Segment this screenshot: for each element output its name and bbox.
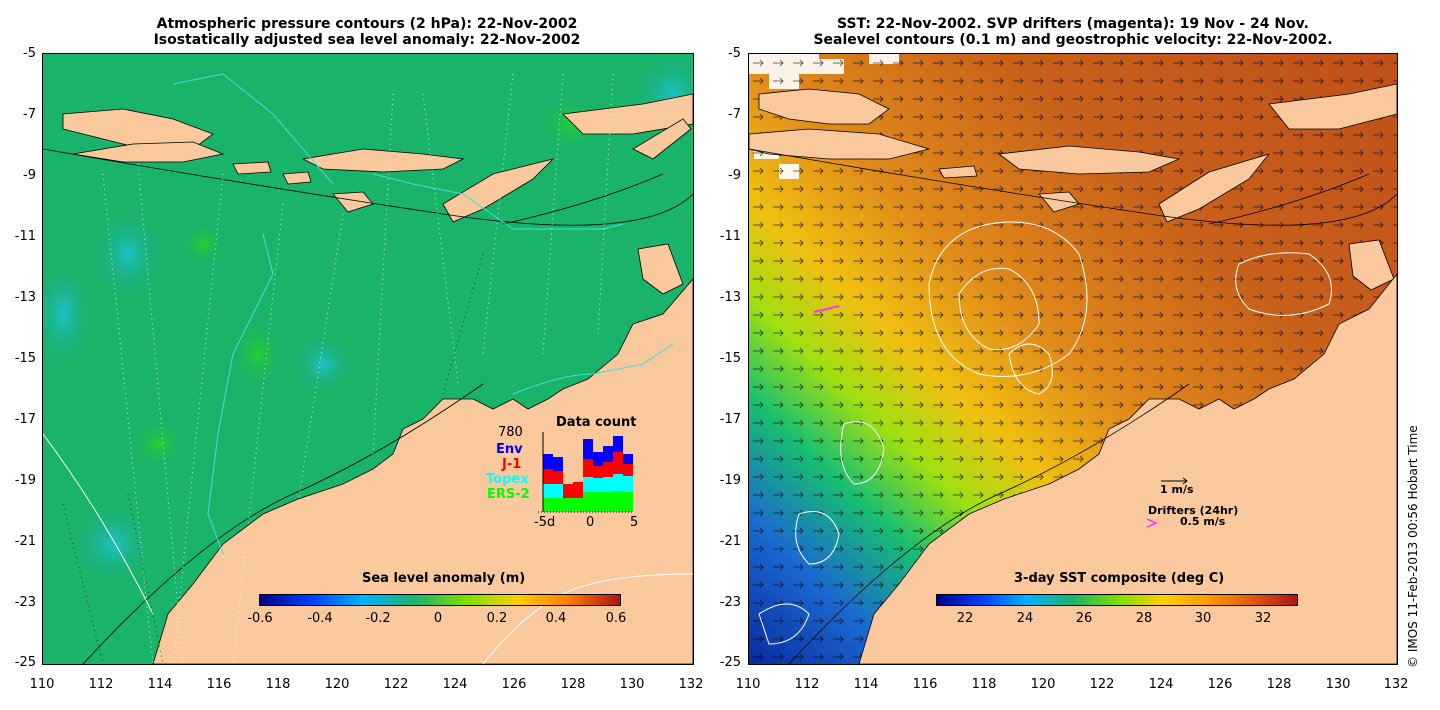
right-cb-tick: 30 (1194, 611, 1212, 626)
right-colorbar-title: 3-day SST composite (deg C) (1014, 571, 1225, 586)
left-y-tick: -13 (14, 290, 36, 305)
right-title-line2: Sealevel contours (0.1 m) and geostrophi… (813, 32, 1333, 48)
right-x-tick: 124 (1148, 677, 1174, 692)
right-x-tick: 110 (735, 677, 761, 692)
right-x-tick: 132 (1383, 677, 1409, 692)
right-y-tick: -15 (719, 351, 741, 366)
left-cb-tick: -0.4 (307, 611, 333, 626)
legend-env: Env (496, 442, 523, 457)
right-y-tick: -19 (719, 473, 741, 488)
left-cb-tick: -0.2 (365, 611, 391, 626)
right-x-tick: 130 (1325, 677, 1351, 692)
right-y-tick: -5 (728, 46, 741, 61)
sst-map-graphic (749, 54, 1397, 664)
velocity-scale-label: 1 m/s (1160, 483, 1194, 496)
left-x-tick: 132 (678, 677, 704, 692)
legend-j1: J-1 (502, 457, 522, 472)
right-y-tick: -23 (719, 595, 741, 610)
left-colorbar-title: Sea level anomaly (m) (362, 571, 526, 586)
right-x-tick: 114 (853, 677, 879, 692)
right-cb-tick: 26 (1075, 611, 1093, 626)
inset-xtick-start: -5d (534, 515, 556, 530)
right-y-tick: -25 (719, 655, 741, 670)
left-x-tick: 120 (324, 677, 350, 692)
sea-level-anomaly-map (42, 53, 694, 665)
data-count-inset (538, 432, 633, 513)
left-y-tick: -15 (14, 351, 36, 366)
left-cb-tick: -0.6 (247, 611, 273, 626)
left-y-tick: -5 (23, 46, 36, 61)
left-x-tick: 110 (29, 677, 55, 692)
left-y-tick: -11 (14, 229, 36, 244)
drifter-scale-arrow (1146, 518, 1158, 528)
sst-map (748, 53, 1398, 665)
imos-credit: © IMOS 11-Feb-2013 00:56 Hobart Time (1406, 425, 1420, 668)
right-y-tick: -11 (719, 229, 741, 244)
right-y-tick: -7 (728, 107, 741, 122)
left-y-tick: -23 (14, 595, 36, 610)
left-x-tick: 112 (88, 677, 114, 692)
data-count-bars (543, 436, 633, 512)
left-x-tick: 122 (383, 677, 409, 692)
right-y-tick: -9 (728, 168, 741, 183)
left-y-tick: -19 (14, 473, 36, 488)
left-cb-tick: 0 (433, 611, 443, 626)
left-cb-tick: 0.4 (545, 611, 567, 626)
right-cb-tick: 24 (1016, 611, 1034, 626)
inset-xtick-end: 5 (630, 515, 639, 530)
left-title-line2: Isostatically adjusted sea level anomaly… (153, 32, 581, 48)
sst-colorbar (936, 594, 1298, 606)
drifters-legend-speed: 0.5 m/s (1180, 515, 1226, 528)
right-cb-tick: 32 (1254, 611, 1272, 626)
right-y-tick: -17 (719, 412, 741, 427)
right-y-tick: -13 (719, 290, 741, 305)
sea-level-anomaly-map-graphic (43, 54, 693, 664)
sea-level-anomaly-colorbar (259, 594, 621, 606)
left-y-tick: -17 (14, 412, 36, 427)
left-y-tick: -25 (14, 655, 36, 670)
left-x-tick: 116 (206, 677, 232, 692)
left-x-tick: 124 (442, 677, 468, 692)
drifters-legend-title: Drifters (24hr) (1148, 504, 1239, 517)
right-x-tick: 126 (1207, 677, 1233, 692)
right-cb-tick: 22 (956, 611, 974, 626)
left-y-tick: -21 (14, 534, 36, 549)
left-cb-tick: 0.6 (605, 611, 627, 626)
right-x-tick: 128 (1266, 677, 1292, 692)
left-x-tick: 126 (501, 677, 527, 692)
right-x-tick: 122 (1089, 677, 1115, 692)
legend-ers2: ERS-2 (487, 487, 530, 502)
right-title-line1: SST: 22-Nov-2002. SVP drifters (magenta)… (837, 16, 1309, 32)
left-x-tick: 118 (265, 677, 291, 692)
left-y-tick: -7 (23, 107, 36, 122)
data-count-max-label: 780 (498, 425, 523, 440)
left-cb-tick: 0.2 (486, 611, 508, 626)
right-cb-tick: 28 (1135, 611, 1153, 626)
left-x-tick: 114 (147, 677, 173, 692)
right-y-tick: -21 (719, 534, 741, 549)
legend-topex: Topex (486, 472, 529, 487)
right-x-tick: 120 (1030, 677, 1056, 692)
right-x-tick: 118 (971, 677, 997, 692)
left-x-tick: 130 (619, 677, 645, 692)
inset-xtick-zero: 0 (586, 515, 595, 530)
left-y-tick: -9 (23, 168, 36, 183)
right-x-tick: 116 (912, 677, 938, 692)
right-x-tick: 112 (794, 677, 820, 692)
velocity-scale-arrow (1161, 477, 1188, 485)
data-count-title: Data count (556, 415, 637, 430)
drifter-track (813, 305, 840, 313)
left-x-tick: 128 (560, 677, 586, 692)
left-title-line1: Atmospheric pressure contours (2 hPa): 2… (156, 16, 578, 32)
